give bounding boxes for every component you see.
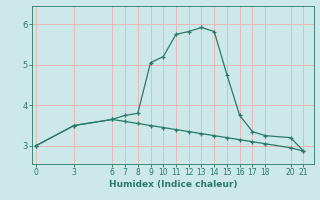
X-axis label: Humidex (Indice chaleur): Humidex (Indice chaleur) [108, 180, 237, 189]
